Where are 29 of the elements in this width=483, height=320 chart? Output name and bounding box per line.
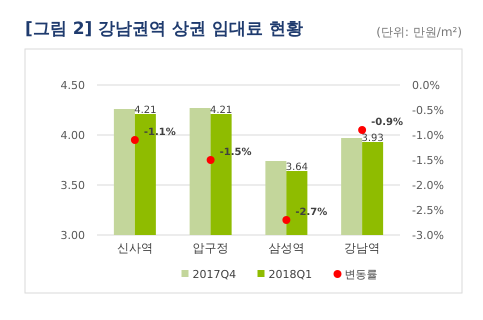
y-tick-label: 4.00: [60, 129, 85, 142]
y-tick-label: 4.50: [60, 79, 85, 92]
x-tick-label: 삼성역: [268, 241, 304, 255]
y2-tick-label: -3.0%: [412, 229, 444, 242]
legend-label: 2017Q4: [192, 268, 236, 281]
data-label: 3.64: [286, 162, 308, 173]
legend-label: 2018Q1: [268, 268, 312, 281]
y2-tick-label: -1.5%: [412, 154, 444, 167]
x-tick-label: 압구정: [192, 241, 229, 255]
chart-subtitle: (단위: 만원/m²): [376, 25, 462, 39]
y2-tick-label: -1.0%: [412, 129, 444, 142]
y2-tick-label: 0.0%: [412, 79, 440, 92]
chart-title: [그림 2] 강남권역 상권 임대료 현황: [25, 19, 303, 39]
y2-tick-label: -0.5%: [412, 104, 444, 117]
x-tick-label: 강남역: [344, 241, 380, 255]
legend-label: 변동률: [344, 268, 378, 281]
x-tick-label: 신사역: [116, 241, 153, 255]
data-label: 3.93: [361, 133, 384, 144]
y2-tick-label: -2.0%: [412, 179, 444, 192]
point: [206, 156, 215, 164]
data-label: 4.21: [210, 105, 232, 116]
data-label: -0.9%: [371, 117, 404, 128]
data-label: 4.21: [134, 105, 157, 116]
point: [282, 216, 290, 224]
point: [130, 136, 139, 144]
y-tick-label: 3.00: [60, 229, 85, 242]
y-tick-label: 3.50: [60, 179, 85, 192]
y2-tick-label: -2.5%: [412, 204, 444, 217]
point: [358, 126, 366, 134]
